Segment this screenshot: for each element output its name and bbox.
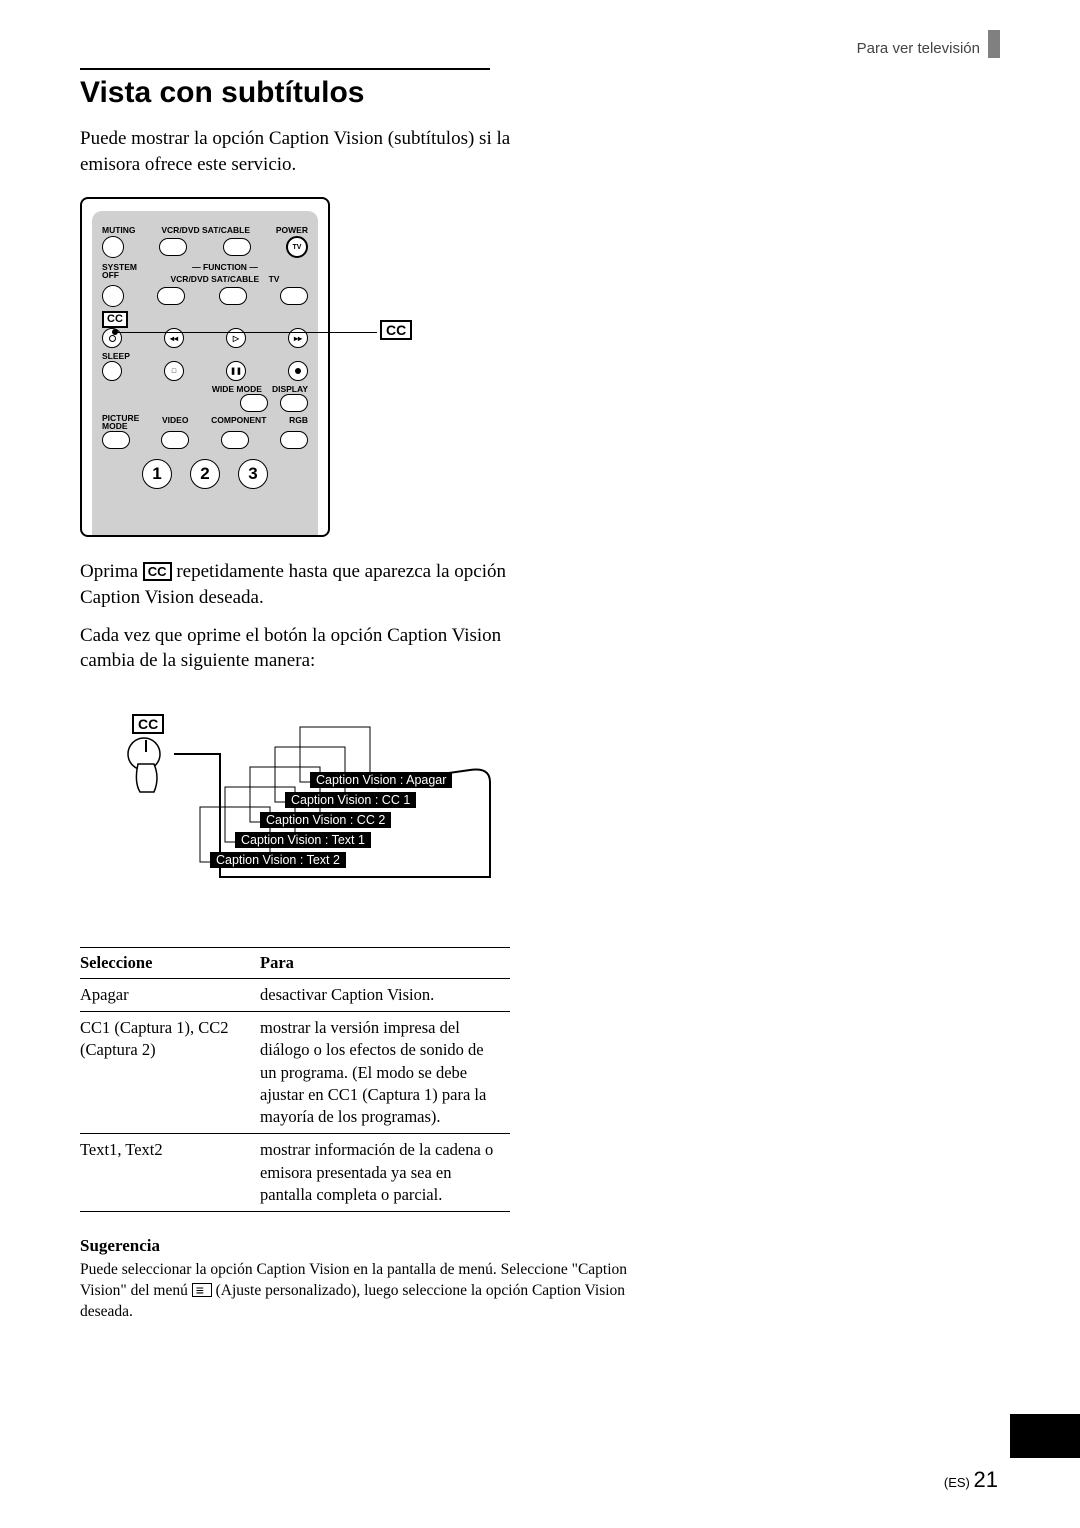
section-bar — [988, 30, 1000, 58]
table-row: Text1, Text2mostrar información de la ca… — [80, 1134, 510, 1212]
remote-label: VCR/DVD — [161, 225, 199, 235]
callout-line — [115, 332, 377, 333]
sat-cable-fn-button — [219, 287, 247, 305]
remote-label: COMPONENT — [211, 415, 266, 430]
tv-fn-button — [280, 287, 308, 305]
remote-label: WIDE MODE — [212, 384, 262, 394]
cycle-diagram-svg — [110, 692, 540, 927]
remote-label: SAT/CABLE — [202, 225, 250, 235]
lead-paragraph: Puede mostrar la opción Caption Vision (… — [80, 126, 550, 177]
remote-label: — FUNCTION — VCR/DVD SAT/CABLE TV — [142, 264, 308, 284]
cycle-option: Caption Vision : Text 1 — [235, 832, 371, 848]
cycle-diagram: CC Caption Vision : Apagar Caption Visio… — [110, 692, 540, 927]
ffwd-button: ▸▸ — [288, 328, 308, 348]
cc-icon: CC — [143, 562, 172, 581]
remote-illustration: MUTING VCR/DVD SAT/CABLE POWER TV SYSTEM… — [80, 197, 460, 547]
remote-label: VIDEO — [162, 415, 188, 430]
tip-body: Puede seleccionar la opción Caption Visi… — [80, 1260, 640, 1323]
remote-label: MUTING — [102, 225, 136, 235]
tip-heading: Sugerencia — [80, 1236, 1000, 1256]
remote-label: PICTUREMODE — [102, 415, 139, 430]
remote-label: RGB — [289, 415, 308, 430]
cycle-option: Caption Vision : CC 2 — [260, 812, 391, 828]
display-button — [280, 394, 308, 412]
cc-callout: CC — [380, 320, 412, 340]
options-table: Seleccione Para Apagardesactivar Caption… — [80, 947, 510, 1212]
system-off-button — [102, 285, 124, 307]
pause-button: ❚❚ — [226, 361, 246, 381]
remote-label: DISPLAY — [272, 384, 308, 394]
power-button: TV — [286, 236, 308, 258]
cycle-option: Caption Vision : CC 1 — [285, 792, 416, 808]
remote-label: POWER — [276, 225, 308, 235]
num-1-button: 1 — [142, 459, 172, 489]
picture-mode-button — [102, 431, 130, 449]
page-tab — [1010, 1414, 1080, 1458]
record-button — [288, 361, 308, 381]
muting-button — [102, 236, 124, 258]
table-header: Para — [260, 947, 510, 978]
body-paragraph: Oprima CC repetidamente hasta que aparez… — [80, 559, 560, 610]
sat-cable-button — [223, 238, 251, 256]
wide-mode-button — [240, 394, 268, 412]
remote-label: SLEEP — [102, 351, 130, 361]
body-paragraph: Cada vez que oprime el botón la opción C… — [80, 623, 560, 674]
cycle-option: Caption Vision : Apagar — [310, 772, 452, 788]
video-button — [161, 431, 189, 449]
remote-label: SYSTEMOFF — [102, 264, 142, 284]
menu-icon — [192, 1283, 212, 1297]
sleep-button — [102, 361, 122, 381]
section-label: Para ver televisión — [857, 40, 980, 57]
table-row: Apagardesactivar Caption Vision. — [80, 978, 510, 1011]
cycle-option: Caption Vision : Text 2 — [210, 852, 346, 868]
cc-icon: CC — [132, 714, 164, 734]
rgb-button — [280, 431, 308, 449]
page-number: (ES) 21 — [944, 1467, 998, 1493]
num-3-button: 3 — [238, 459, 268, 489]
table-row: CC1 (Captura 1), CC2 (Captura 2)mostrar … — [80, 1012, 510, 1134]
page-title: Vista con subtítulos — [80, 76, 1000, 110]
num-2-button: 2 — [190, 459, 220, 489]
table-header: Seleccione — [80, 947, 260, 978]
stop-button: □ — [164, 361, 184, 381]
cc-icon: CC — [102, 311, 128, 328]
cc-icon: CC — [380, 320, 412, 340]
component-button — [221, 431, 249, 449]
divider — [80, 68, 490, 70]
play-button: ▷ — [226, 328, 246, 348]
vcr-dvd-button — [159, 238, 187, 256]
vcr-dvd-fn-button — [157, 287, 185, 305]
rewind-button: ◂◂ — [164, 328, 184, 348]
